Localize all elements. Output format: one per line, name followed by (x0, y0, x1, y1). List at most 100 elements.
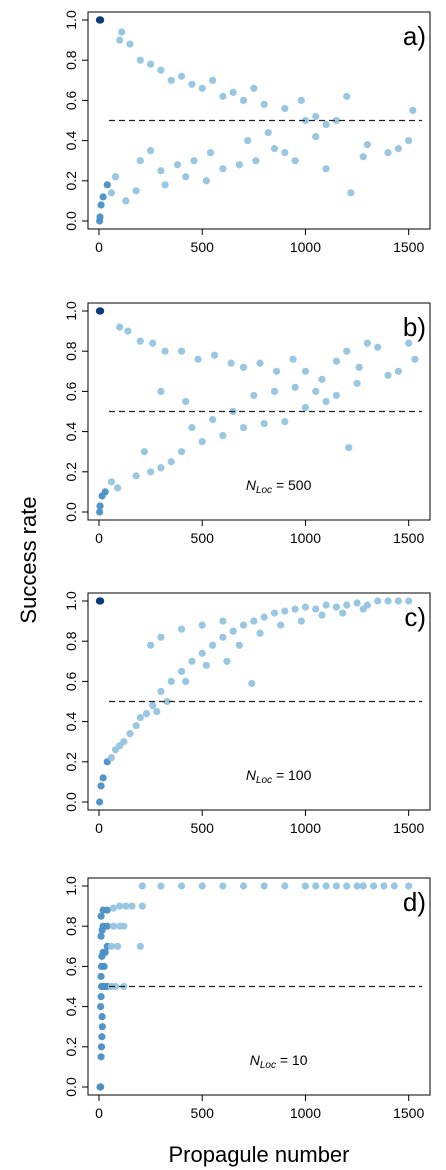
data-point (101, 948, 109, 956)
data-point (177, 667, 186, 675)
data-point (97, 201, 105, 209)
data-point (301, 882, 310, 890)
data-point (109, 922, 118, 930)
data-point (97, 1003, 105, 1011)
data-point (96, 508, 104, 516)
data-point (270, 145, 279, 153)
data-point (132, 187, 140, 195)
data-point (157, 464, 165, 472)
data-point (157, 167, 165, 175)
data-point (198, 621, 206, 629)
data-point (229, 88, 237, 96)
data-point (109, 904, 118, 912)
data-point (297, 96, 305, 104)
data-point (384, 597, 392, 605)
annotation-symbol: N (250, 1052, 261, 1068)
data-point (111, 173, 120, 181)
panel-b: 0.0 0.2 0.4 0.6 0.8 1.0 0 500 1000 1500 b) NLoc = 5… (63, 301, 431, 546)
data-point (142, 709, 151, 718)
data-point (100, 962, 108, 971)
data-point (239, 363, 248, 371)
data-point (332, 603, 341, 611)
data-point (208, 415, 217, 424)
data-point (239, 423, 248, 432)
data-point (219, 617, 227, 625)
data-point (332, 391, 341, 400)
data-point (252, 157, 260, 165)
data-point (270, 609, 279, 617)
data-point (202, 661, 210, 669)
data-point (97, 782, 105, 790)
data-point (301, 603, 310, 611)
data-point (289, 355, 297, 363)
annotation-value: = 500 (272, 477, 312, 493)
x-tick-label: 1500 (393, 239, 424, 255)
data-point (138, 902, 146, 910)
y-tick-label: 0.2 (63, 1037, 79, 1057)
data-point (113, 484, 122, 492)
data-point (157, 66, 165, 74)
data-point (394, 367, 402, 375)
point-group (96, 882, 413, 1091)
data-point (177, 347, 186, 355)
data-point (177, 625, 186, 633)
data-point (227, 359, 235, 367)
data-point (136, 337, 144, 345)
data-point (116, 36, 124, 44)
data-point (177, 72, 186, 80)
data-point (206, 149, 215, 157)
annotation: NLoc = 500 (246, 477, 312, 496)
data-point (312, 112, 320, 121)
data-point (359, 153, 367, 161)
data-point (149, 701, 157, 710)
data-point (97, 1083, 105, 1091)
data-point (97, 972, 105, 981)
data-point (97, 597, 105, 605)
data-point (353, 599, 361, 607)
data-point (281, 149, 289, 157)
data-point (103, 181, 111, 189)
y-tick-label: 0.8 (63, 50, 79, 70)
annotation: NLoc = 100 (246, 767, 312, 786)
data-point (353, 379, 361, 387)
data-point (147, 60, 155, 68)
plot-frame (87, 877, 431, 1096)
data-point (411, 355, 419, 363)
data-point (98, 1023, 106, 1031)
data-point (405, 597, 413, 605)
data-point (291, 383, 299, 391)
data-point (250, 84, 258, 92)
data-point (97, 16, 105, 24)
data-point (157, 633, 165, 641)
data-point (147, 641, 155, 649)
data-point (107, 478, 115, 486)
data-point (211, 351, 219, 359)
data-point (116, 902, 124, 910)
data-point (380, 882, 388, 890)
data-point (99, 774, 107, 782)
data-point (198, 84, 206, 92)
point-group (95, 307, 419, 516)
data-point (157, 882, 165, 890)
y-tick-label: 1.0 (63, 876, 79, 896)
data-point (312, 605, 320, 613)
y-tick-label: 0.6 (63, 956, 79, 976)
data-point (244, 137, 252, 145)
data-point (219, 92, 227, 100)
data-point (343, 92, 351, 100)
x-tick-label: 500 (191, 820, 215, 836)
y-tick-label: 0.6 (63, 381, 79, 401)
y-tick-label: 0.0 (63, 502, 79, 522)
y-tick-label: 0.6 (63, 671, 79, 691)
data-point (347, 189, 355, 197)
y-tick-label: 0.4 (63, 997, 79, 1017)
data-point (272, 367, 281, 375)
data-point (96, 798, 104, 806)
data-point (250, 391, 258, 400)
data-point (270, 387, 279, 395)
data-point (339, 609, 347, 617)
annotation-subscript: Loc (260, 1060, 276, 1071)
data-point (312, 132, 320, 141)
data-point (359, 882, 367, 890)
data-point (239, 882, 248, 890)
